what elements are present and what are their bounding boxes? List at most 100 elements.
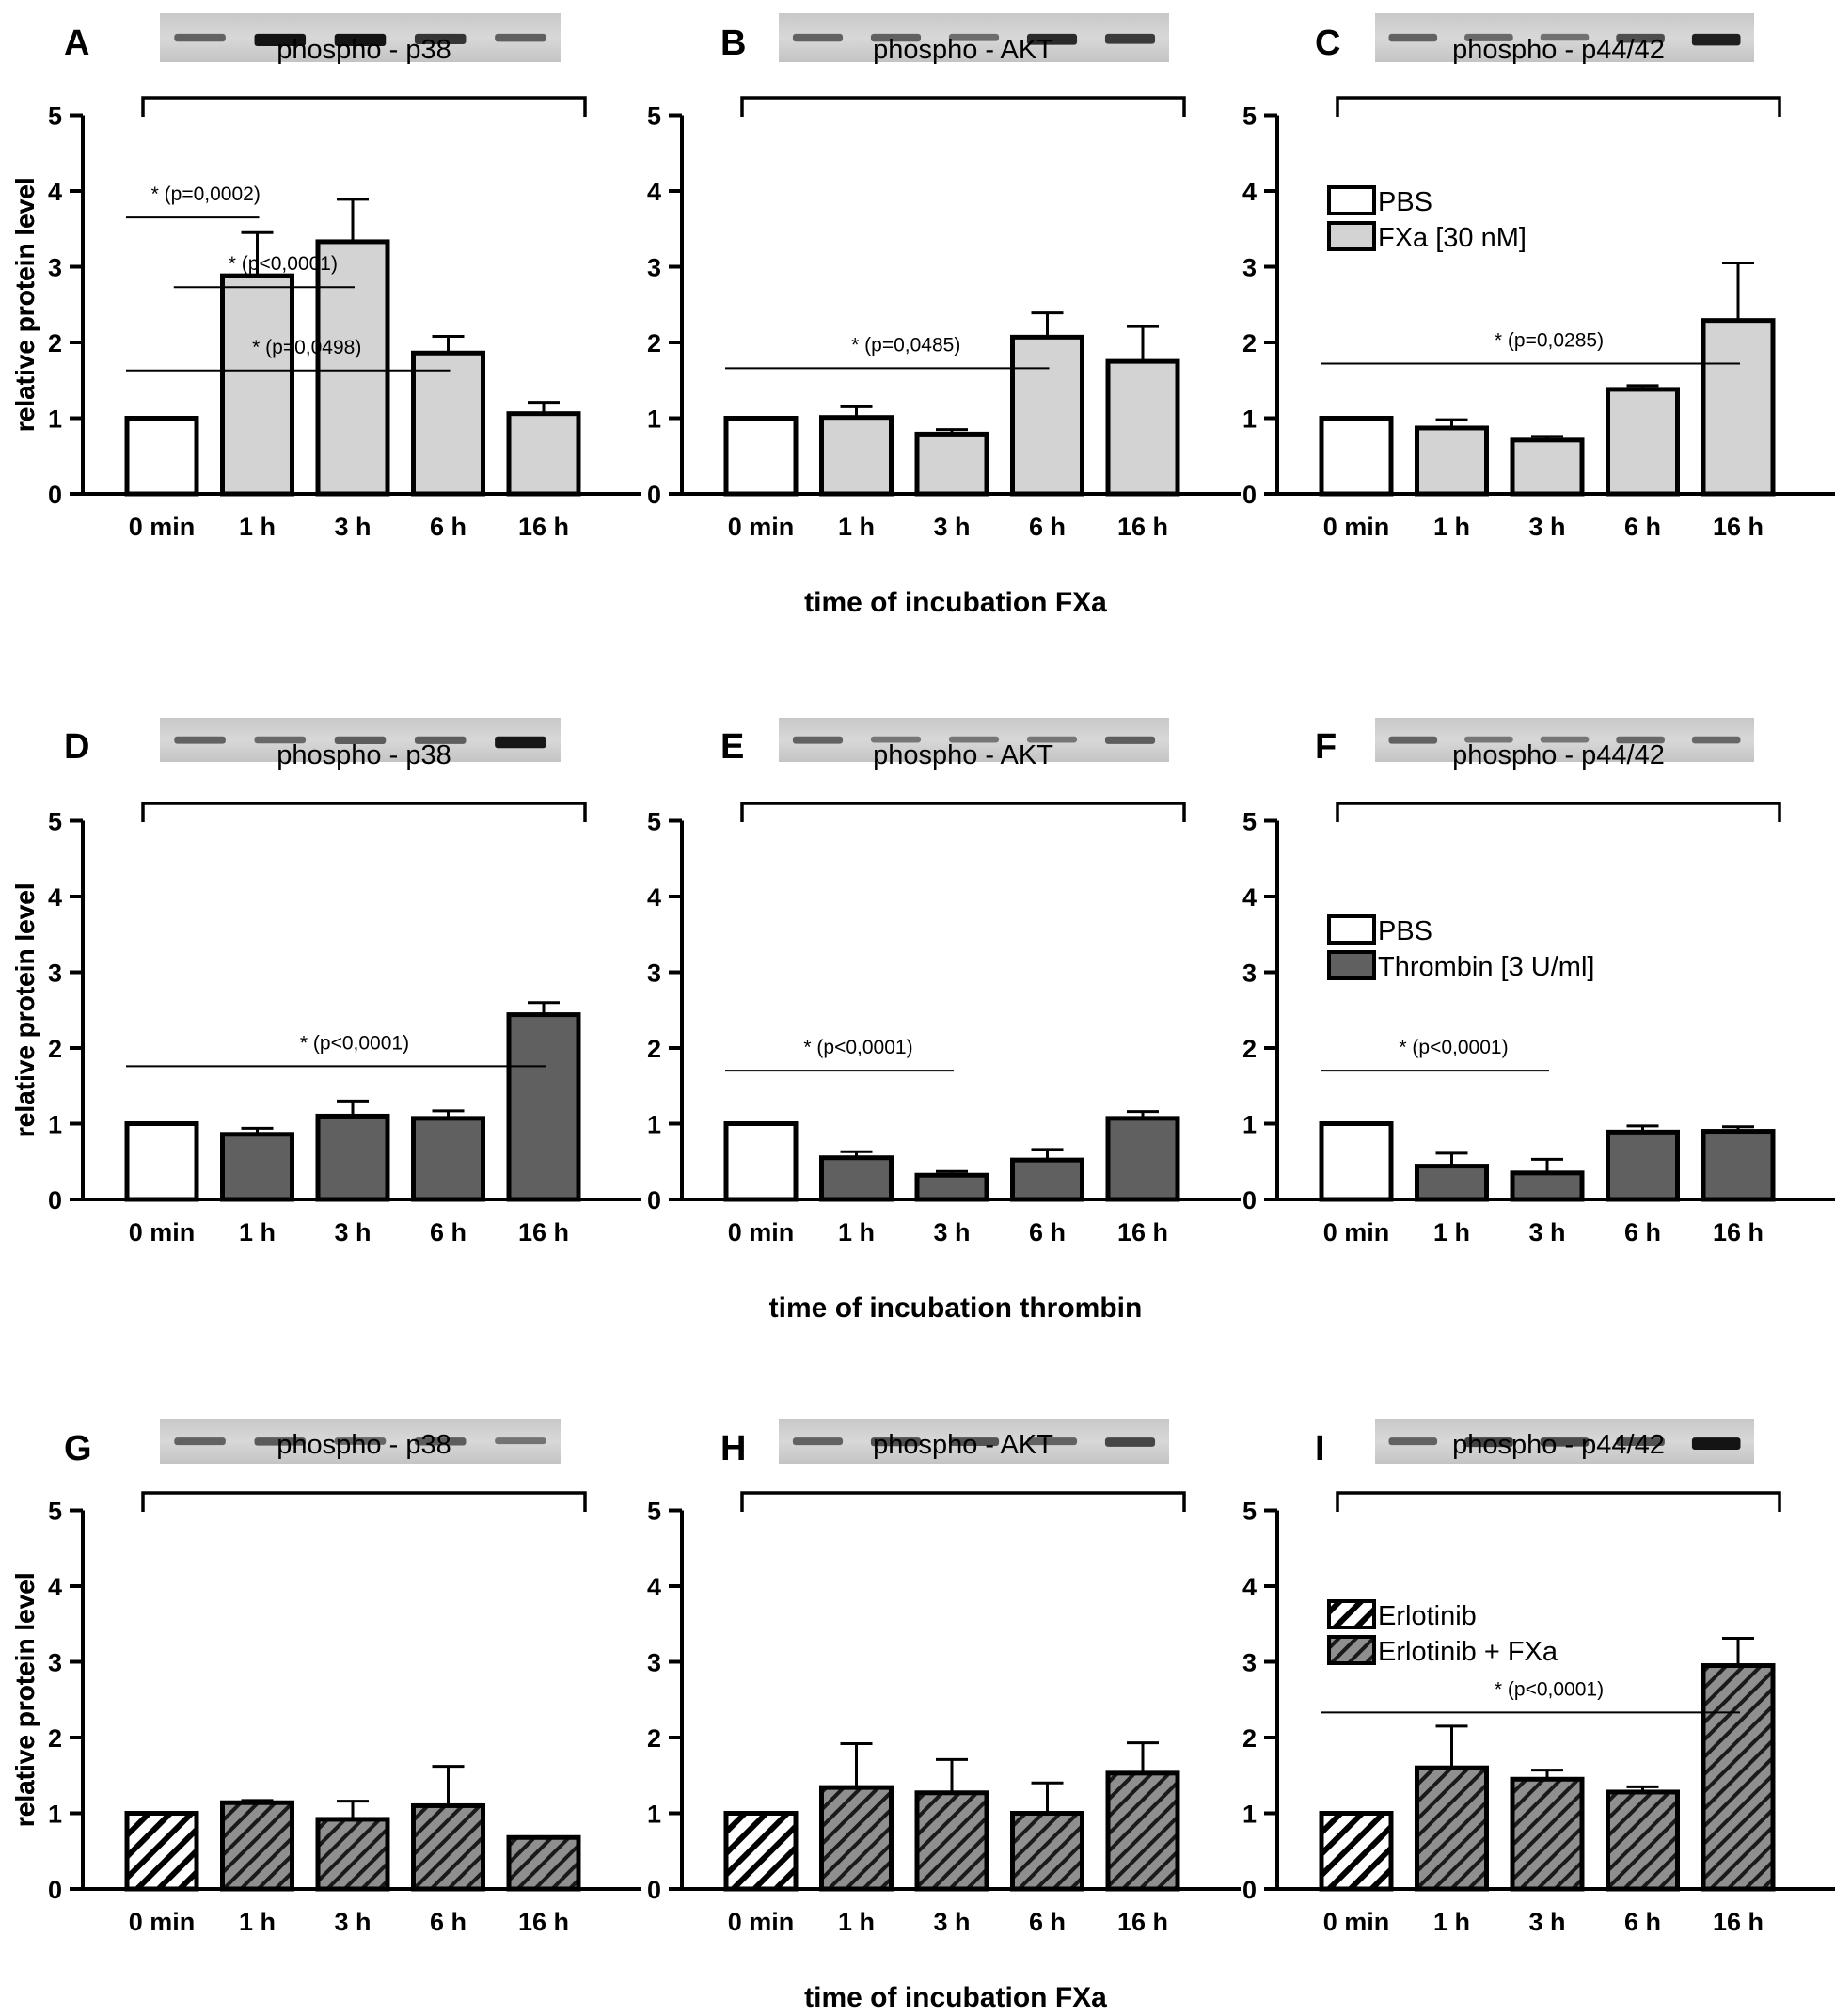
- panel-title: phospho - p38: [277, 740, 451, 770]
- y-tick-label: 2: [48, 1724, 62, 1753]
- western-blot-image: [160, 13, 561, 62]
- x-tick-label: 0 min: [129, 1218, 196, 1246]
- bar: [1701, 1129, 1776, 1202]
- y-tick-label: 4: [1242, 883, 1257, 912]
- y-axis-label: relative protein level: [10, 882, 40, 1137]
- blot-band: [495, 736, 546, 749]
- blot-band: [1616, 736, 1665, 744]
- y-tick-label: 3: [1242, 960, 1257, 988]
- y-tick-label: 4: [1242, 1573, 1257, 1601]
- bar: [220, 273, 294, 497]
- bar: [1606, 1129, 1680, 1202]
- bar: [1105, 1116, 1180, 1202]
- western-blot-image: [779, 718, 1169, 762]
- panel-letter: D: [64, 727, 89, 767]
- x-tick-label: 6 h: [1029, 1908, 1066, 1936]
- western-blot-image: [779, 13, 1169, 62]
- y-tick-label: 1: [48, 405, 62, 434]
- legend-label: Erlotinib: [1378, 1601, 1477, 1631]
- title-bracket: [141, 96, 587, 117]
- significance-label: * (p<0,0001): [300, 1032, 409, 1054]
- bar: [914, 1172, 989, 1202]
- blot-band: [1388, 1437, 1438, 1446]
- title-bracket: [141, 1491, 587, 1512]
- y-tick-label: 5: [48, 808, 62, 836]
- y-tick-label: 1: [647, 405, 661, 434]
- blot-band: [254, 33, 307, 47]
- y-tick-label: 0: [48, 481, 62, 509]
- x-tick-label: 0 min: [728, 1218, 795, 1246]
- legend-swatch: [1327, 914, 1376, 945]
- blot-band: [792, 33, 844, 42]
- western-blot-image: [1375, 1419, 1754, 1464]
- y-tick-label: 0: [48, 1186, 62, 1214]
- y-axis-label: relative protein level: [10, 882, 40, 1137]
- blot-band: [1540, 1437, 1590, 1447]
- y-tick-label: 2: [1242, 1724, 1257, 1753]
- bar: [1510, 1170, 1585, 1202]
- panel-title: phospho - AKT: [873, 1430, 1053, 1460]
- legend-label: Erlotinib + FXa: [1378, 1637, 1558, 1667]
- y-tick-label: 5: [1242, 103, 1257, 131]
- bar: [124, 1121, 199, 1202]
- legend-label: PBS: [1378, 916, 1432, 946]
- legend: PBS FXa [30 nM]: [1327, 185, 1527, 253]
- bar: [1606, 1789, 1680, 1892]
- significance-label: * (p<0,0001): [229, 253, 338, 275]
- panel-title: phospho - p38: [277, 35, 451, 65]
- x-tick-label: 1 h: [1433, 1218, 1470, 1246]
- title-bracket: [141, 802, 587, 822]
- x-tick-label: 16 h: [1713, 1218, 1764, 1246]
- blot-band: [1104, 736, 1156, 744]
- y-tick-label: 0: [647, 1876, 661, 1904]
- x-tick-label: 6 h: [430, 1908, 467, 1936]
- bar: [1010, 1157, 1084, 1202]
- legend-swatch: [1327, 221, 1376, 251]
- y-axis-label: relative protein level: [10, 177, 40, 432]
- blot-band: [1026, 1437, 1078, 1446]
- y-tick-label: 0: [647, 1186, 661, 1214]
- x-tick-label: 1 h: [838, 1218, 875, 1246]
- x-tick-label: 16 h: [1117, 513, 1168, 541]
- y-axis-label: relative protein level: [10, 177, 40, 432]
- blot-band: [1691, 1437, 1741, 1450]
- blot-band: [414, 33, 467, 44]
- x-tick-label: 1 h: [838, 1908, 875, 1936]
- significance-label: * (p=0,0498): [252, 337, 361, 358]
- x-tick-label: 6 h: [1624, 1908, 1661, 1936]
- title-bracket: [740, 802, 1186, 822]
- blot-band: [414, 736, 467, 744]
- bar: [914, 431, 989, 497]
- bar: [506, 1012, 581, 1202]
- x-tick-label: 16 h: [518, 1218, 569, 1246]
- significance-label: * (p=0,0485): [851, 334, 960, 356]
- y-tick-label: 0: [647, 481, 661, 509]
- western-blot-image: [160, 718, 561, 762]
- y-axis-label: relative protein level: [10, 1572, 40, 1827]
- y-tick-label: 4: [647, 1573, 661, 1601]
- y-tick-label: 3: [48, 254, 62, 282]
- y-tick-label: 4: [48, 883, 62, 912]
- blot-band: [254, 736, 307, 744]
- y-tick-label: 2: [48, 329, 62, 357]
- blot-band: [414, 1437, 467, 1446]
- title-bracket: [1336, 96, 1781, 117]
- panel-title: phospho - p44/42: [1452, 35, 1665, 65]
- bar: [411, 1116, 485, 1202]
- y-tick-label: 4: [647, 883, 661, 912]
- bar: [315, 1113, 390, 1202]
- panel-title: phospho - p38: [277, 1430, 451, 1460]
- legend-label: Thrombin [3 U/ml]: [1378, 952, 1594, 982]
- y-tick-label: 0: [1242, 481, 1257, 509]
- y-tick-label: 0: [1242, 1876, 1257, 1904]
- western-blot-image: [160, 1419, 561, 1464]
- blot-band: [870, 33, 922, 42]
- blot-band: [1616, 33, 1665, 43]
- x-tick-label: 0 min: [129, 513, 196, 541]
- x-tick-label: 1 h: [1433, 513, 1470, 541]
- significance-label: * (p=0,0002): [151, 183, 261, 205]
